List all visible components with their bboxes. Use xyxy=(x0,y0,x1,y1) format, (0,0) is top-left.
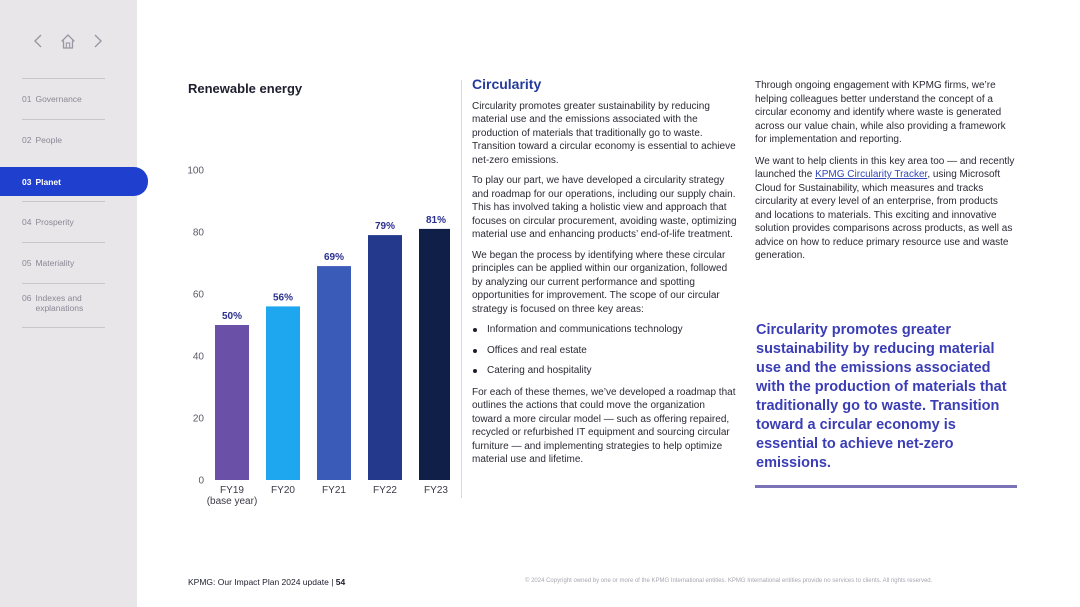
paragraph: For each of these themes, we’ve develope… xyxy=(472,386,736,466)
footer-doc-title: KPMG: Our Impact Plan 2024 update xyxy=(188,577,329,587)
sidebar-item-number: 06 xyxy=(22,293,32,303)
paragraph: We began the process by identifying wher… xyxy=(472,249,728,315)
y-tick-label: 20 xyxy=(193,414,205,425)
text-run: We want to help clients in this key area… xyxy=(755,155,1015,181)
footer-doc-info: KPMG: Our Impact Plan 2024 update | 54 xyxy=(188,577,345,587)
data-label: 79% xyxy=(375,221,395,232)
paragraph: To play our part, we have developed a ci… xyxy=(472,175,737,240)
y-tick-label: 80 xyxy=(193,228,205,239)
y-tick-label: 40 xyxy=(193,352,205,363)
page-number: 54 xyxy=(335,577,346,587)
y-tick-label: 60 xyxy=(193,290,205,301)
chevron-left-icon[interactable] xyxy=(30,32,46,50)
home-icon[interactable] xyxy=(60,32,76,50)
sidebar-item-prosperity[interactable]: 04 Prosperity xyxy=(22,201,105,242)
footer-separator: | xyxy=(331,577,334,587)
bar xyxy=(419,228,450,480)
sidebar-item-number: 03 xyxy=(22,176,32,187)
circularity-tracker-link[interactable]: KPMG Circularity Tracker xyxy=(815,169,928,180)
sidebar-item-label: Governance xyxy=(35,93,82,104)
paragraph: Through ongoing engagement with KPMG fir… xyxy=(755,80,1006,145)
sidebar-item-label: Materiality xyxy=(35,257,75,268)
chevron-right-icon[interactable] xyxy=(90,32,106,50)
sidebar-item-materiality[interactable]: 05 Materiality xyxy=(22,242,105,283)
sidebar-item-number: 04 xyxy=(22,216,32,227)
list-item: Information and communications technolog… xyxy=(472,323,737,337)
divider xyxy=(22,327,105,328)
list-item: Catering and hospitality xyxy=(472,364,737,378)
sidebar-item-number: 01 xyxy=(22,93,32,104)
y-tick-label: 0 xyxy=(198,476,204,487)
sidebar-item-planet[interactable]: 03 Planet xyxy=(0,167,148,196)
y-tick-label: 100 xyxy=(187,166,204,177)
x-tick-label: FY20 xyxy=(271,485,295,496)
sidebar-item-label: People xyxy=(35,134,62,145)
x-tick-label: FY22 xyxy=(373,485,397,496)
bar xyxy=(317,266,351,480)
sidebar-item-indexes[interactable]: 06 Indexes and explanations xyxy=(22,283,105,327)
bar xyxy=(215,325,249,480)
chart-title: Renewable energy xyxy=(188,81,303,96)
bar xyxy=(266,306,300,480)
renewable-energy-bar-chart: 0 20 40 60 80 100 50% FY19(base year) 56% FY20 69%… xyxy=(187,166,450,507)
list-item: Offices and real estate xyxy=(472,344,737,358)
column-divider xyxy=(461,80,462,498)
engagement-section: Through ongoing engagement with KPMG fir… xyxy=(755,79,1017,271)
pull-quote-rule xyxy=(755,485,1017,488)
pull-quote: Circularity promotes greater sustainabil… xyxy=(756,322,1007,471)
section-heading: Circularity xyxy=(472,76,542,92)
x-tick-sublabel: (base year) xyxy=(207,496,258,507)
sidebar: 01 Governance 02 People 04 Prosperity 05… xyxy=(0,0,148,607)
paragraph: Circularity promotes greater sustainabil… xyxy=(472,100,736,166)
footer-copyright: © 2024 Copyright owned by one or more of… xyxy=(525,578,933,584)
sidebar-item-people[interactable]: 02 People xyxy=(22,119,105,160)
sidebar-item-governance[interactable]: 01 Governance xyxy=(22,78,105,119)
bar xyxy=(368,235,402,480)
x-tick-label: FY21 xyxy=(322,485,346,496)
sidebar-item-label: Planet xyxy=(35,176,61,187)
page-nav-controls xyxy=(30,32,106,50)
sidebar-item-number: 05 xyxy=(22,257,32,268)
paragraph: We want to help clients in this key area… xyxy=(755,155,1017,263)
sidebar-item-label: Prosperity xyxy=(35,216,74,227)
sidebar-item-label: Indexes and explanations xyxy=(35,293,84,314)
data-label: 69% xyxy=(324,252,344,263)
circularity-section: Circularity Circularity promotes greater… xyxy=(472,76,737,474)
x-tick-label: FY19 xyxy=(220,485,244,496)
section-nav: 01 Governance 02 People 04 Prosperity 05… xyxy=(22,78,105,328)
data-label: 56% xyxy=(273,292,293,303)
text-run: , using Microsoft Cloud for Sustainabili… xyxy=(755,169,1013,261)
key-areas-list: Information and communications technolog… xyxy=(472,323,737,378)
data-label: 50% xyxy=(222,311,242,322)
x-tick-label: FY23 xyxy=(424,485,448,496)
data-label: 81% xyxy=(426,215,446,226)
sidebar-item-number: 02 xyxy=(22,134,32,145)
